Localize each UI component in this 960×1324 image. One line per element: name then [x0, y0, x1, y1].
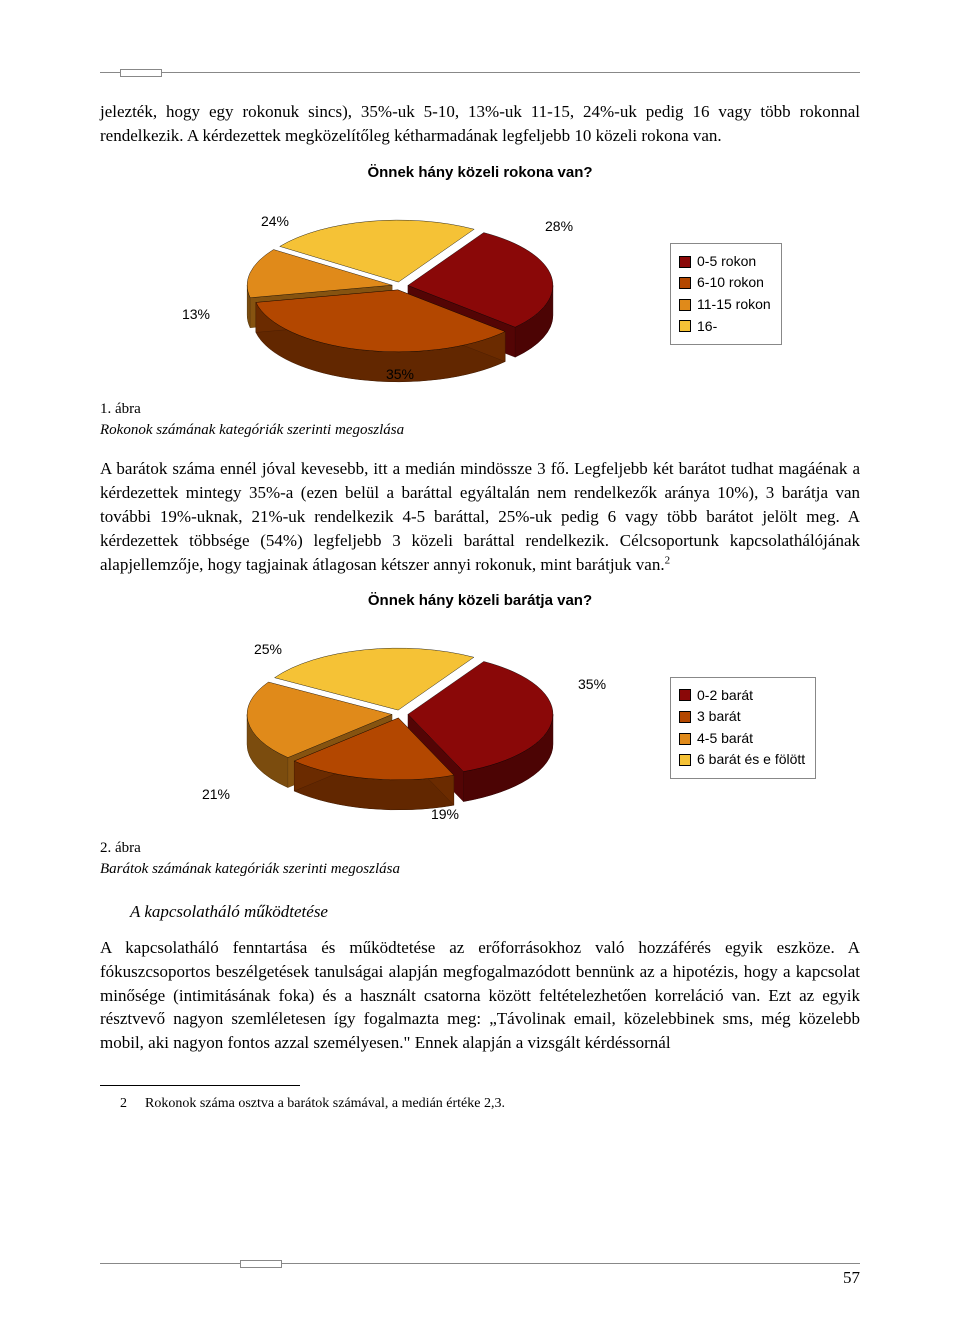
fig1-caption: Rokonok számának kategóriák szerinti meg…	[100, 420, 860, 441]
legend-label: 16-	[697, 317, 717, 337]
section-title: A kapcsolatháló működtetése	[130, 900, 860, 924]
footnote-text: Rokonok száma osztva a barátok számával,…	[145, 1094, 505, 1114]
intro-paragraph: jelezték, hogy egy rokonuk sincs), 35%-u…	[100, 100, 860, 148]
top-rule	[100, 72, 860, 73]
legend-item: 11-15 rokon	[679, 295, 771, 315]
legend-item: 4-5 barát	[679, 729, 805, 749]
chart2-legend: 0-2 barát3 barát4-5 barát6 barát és e fö…	[670, 677, 816, 779]
svg-text:13%: 13%	[182, 306, 210, 322]
footnote-number: 2	[120, 1094, 127, 1114]
legend-item: 3 barát	[679, 707, 805, 727]
legend-item: 6-10 rokon	[679, 273, 771, 293]
chart2-block: 35% 19% 21% 25% 0-2 barát3 barát4-5 barát6 …	[100, 619, 860, 836]
legend-swatch	[679, 320, 691, 332]
svg-text:28%: 28%	[545, 218, 573, 234]
last-paragraph-text: A kapcsolatháló fenntartása és működteté…	[100, 938, 860, 1052]
legend-label: 6-10 rokon	[697, 273, 764, 293]
fig2-caption: Barátok számának kategóriák szerinti meg…	[100, 859, 860, 880]
footnote-rule	[100, 1085, 300, 1086]
legend-label: 3 barát	[697, 707, 741, 727]
legend-item: 16-	[679, 317, 771, 337]
legend-item: 0-5 rokon	[679, 252, 771, 272]
legend-label: 11-15 rokon	[697, 295, 771, 315]
svg-text:19%: 19%	[431, 806, 459, 822]
svg-text:21%: 21%	[202, 786, 230, 802]
legend-swatch	[679, 277, 691, 289]
legend-item: 6 barát és e fölött	[679, 750, 805, 770]
legend-swatch	[679, 754, 691, 766]
legend-label: 0-2 barát	[697, 686, 753, 706]
legend-swatch	[679, 733, 691, 745]
legend-label: 6 barát és e fölött	[697, 750, 805, 770]
chart1-legend: 0-5 rokon6-10 rokon11-15 rokon16-	[670, 243, 782, 345]
fig2-label: 2. ábra	[100, 838, 860, 859]
svg-text:35%: 35%	[386, 366, 414, 382]
bottom-rule	[100, 1263, 860, 1264]
chart1-title: Önnek hány közeli rokona van?	[100, 162, 860, 183]
legend-label: 4-5 barát	[697, 729, 753, 749]
page-number: 57	[843, 1266, 860, 1290]
chart2-title: Önnek hány közeli barátja van?	[100, 590, 860, 611]
fig1-label: 1. ábra	[100, 399, 860, 420]
svg-text:24%: 24%	[261, 213, 289, 229]
last-paragraph: A kapcsolatháló fenntartása és működteté…	[100, 936, 860, 1055]
mid-paragraph-text: A barátok száma ennél jóval kevesebb, it…	[100, 459, 860, 573]
legend-swatch	[679, 711, 691, 723]
chart1-block: 28% 35% 13% 24% 0-5 rokon6-10 rokon11-15 ro…	[100, 191, 860, 398]
legend-swatch	[679, 689, 691, 701]
footnote: 2 Rokonok száma osztva a barátok számáva…	[100, 1094, 860, 1114]
legend-swatch	[679, 299, 691, 311]
chart2-svg: 35% 19% 21% 25%	[100, 619, 660, 836]
legend-label: 0-5 rokon	[697, 252, 756, 272]
legend-item: 0-2 barát	[679, 686, 805, 706]
mid-paragraph: A barátok száma ennél jóval kevesebb, it…	[100, 457, 860, 576]
legend-swatch	[679, 256, 691, 268]
footnote-marker: 2	[665, 554, 671, 566]
svg-text:35%: 35%	[578, 676, 606, 692]
svg-text:25%: 25%	[254, 641, 282, 657]
chart1-svg: 28% 35% 13% 24%	[100, 191, 660, 398]
